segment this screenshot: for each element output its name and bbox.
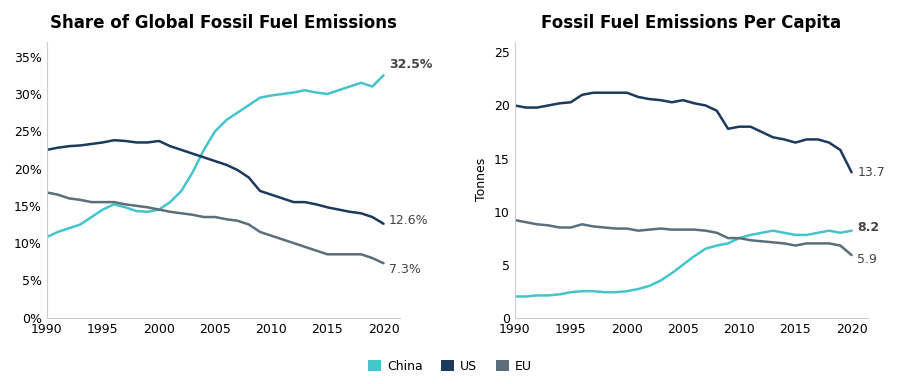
Text: 8.2: 8.2 <box>857 221 879 234</box>
Text: 5.9: 5.9 <box>857 253 878 266</box>
Title: Fossil Fuel Emissions Per Capita: Fossil Fuel Emissions Per Capita <box>542 14 842 32</box>
Text: 32.5%: 32.5% <box>389 58 433 71</box>
Text: 12.6%: 12.6% <box>389 214 428 227</box>
Text: 7.3%: 7.3% <box>389 263 421 276</box>
Legend: China, US, EU: China, US, EU <box>364 355 536 378</box>
Text: 13.7: 13.7 <box>857 166 885 179</box>
Title: Share of Global Fossil Fuel Emissions: Share of Global Fossil Fuel Emissions <box>50 14 397 32</box>
Y-axis label: Tonnes: Tonnes <box>475 158 489 201</box>
